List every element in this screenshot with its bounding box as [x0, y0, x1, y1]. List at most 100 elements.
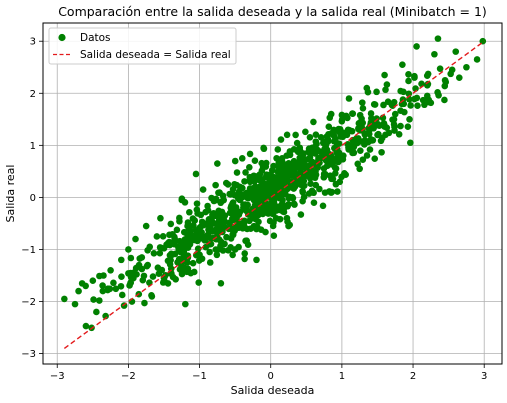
data-point — [388, 101, 396, 109]
data-point — [90, 296, 97, 303]
data-point — [274, 146, 282, 153]
data-point — [244, 194, 251, 202]
data-point — [93, 308, 100, 316]
data-point — [263, 171, 270, 178]
data-point — [110, 279, 117, 287]
data-point — [338, 173, 345, 181]
data-point — [214, 209, 222, 217]
data-point — [361, 141, 368, 148]
data-point — [205, 216, 213, 223]
data-point — [308, 187, 316, 195]
legend-box — [48, 27, 237, 65]
data-point — [269, 210, 277, 218]
data-point — [126, 282, 133, 289]
chart-title: Comparación entre la salida deseada y la… — [58, 4, 487, 19]
data-point — [447, 70, 454, 78]
data-point — [270, 162, 277, 170]
data-point — [148, 293, 156, 300]
data-point — [192, 170, 200, 178]
data-point — [253, 256, 260, 264]
data-point — [214, 160, 221, 167]
data-point — [175, 243, 182, 251]
data-point — [233, 169, 241, 176]
data-point — [369, 136, 377, 144]
data-point — [295, 174, 303, 182]
data-point — [335, 140, 343, 147]
data-point — [441, 82, 449, 90]
data-point — [235, 243, 242, 251]
data-point — [401, 108, 408, 116]
data-point — [244, 207, 252, 215]
data-point — [285, 168, 292, 176]
data-point — [226, 209, 234, 217]
data-point — [421, 101, 428, 109]
data-point — [61, 295, 68, 303]
data-point — [166, 261, 174, 268]
data-point — [213, 251, 221, 259]
data-point — [323, 133, 331, 140]
data-point — [305, 148, 312, 156]
data-point — [177, 248, 184, 256]
data-point — [378, 148, 385, 156]
data-point — [149, 273, 157, 280]
data-point — [206, 248, 213, 256]
data-point — [184, 259, 191, 266]
data-point — [233, 181, 241, 189]
data-point — [224, 247, 232, 254]
data-point — [291, 170, 299, 177]
data-point — [167, 220, 175, 228]
x-tick-label: 1 — [339, 371, 345, 382]
data-point — [254, 202, 261, 209]
data-point — [255, 218, 262, 226]
data-point — [157, 214, 164, 222]
data-point — [194, 236, 201, 244]
y-tick-label: 2 — [30, 89, 36, 100]
data-point — [424, 82, 431, 89]
data-point — [399, 61, 406, 68]
ticks: −3 −2 −1 0 1 2 3 −3 −2 −1 0 1 2 3 — [21, 37, 487, 382]
data-point — [96, 297, 103, 304]
data-point — [391, 110, 399, 118]
data-point — [230, 228, 237, 236]
data-point — [321, 189, 329, 196]
data-point — [356, 127, 364, 134]
data-point — [117, 282, 125, 290]
data-point — [221, 240, 228, 248]
data-point — [279, 180, 287, 188]
data-point — [181, 199, 189, 206]
data-point — [307, 180, 314, 187]
data-point — [262, 228, 269, 236]
y-tick-label: 0 — [30, 193, 36, 204]
identity-line-group — [63, 40, 485, 349]
data-point — [367, 110, 375, 117]
data-point — [144, 247, 151, 254]
data-point — [189, 215, 197, 222]
data-point — [222, 179, 230, 187]
data-point — [312, 138, 320, 145]
x-tick-label: −2 — [121, 371, 136, 382]
data-point — [260, 145, 268, 153]
data-point — [106, 285, 114, 293]
data-point — [184, 265, 192, 273]
data-point — [164, 239, 172, 247]
data-point — [190, 232, 197, 239]
data-point — [112, 285, 120, 293]
scatter-points — [61, 35, 487, 332]
data-point — [255, 211, 262, 219]
data-point — [190, 268, 198, 276]
data-point — [397, 87, 404, 95]
data-point — [132, 235, 139, 243]
data-point — [238, 155, 246, 162]
data-point — [434, 35, 442, 42]
data-point — [411, 95, 418, 103]
data-point — [315, 154, 322, 162]
data-point — [217, 280, 225, 287]
data-point — [183, 240, 191, 247]
data-point — [381, 121, 388, 129]
legend-label-datos: Datos — [80, 32, 111, 44]
data-point — [290, 185, 298, 192]
data-point — [217, 199, 224, 207]
data-point — [299, 197, 306, 205]
data-point — [231, 157, 239, 165]
data-point — [214, 221, 221, 229]
